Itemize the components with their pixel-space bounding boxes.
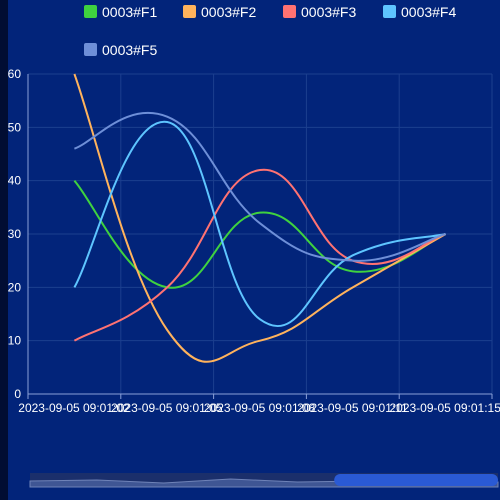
data-zoom-selected-range[interactable]: [334, 474, 498, 486]
legend-swatch: [183, 5, 196, 18]
x-tick-label: 2023-09-05 09:01:08: [204, 401, 316, 415]
x-tick-label: 2023-09-05 09:01:02: [18, 401, 130, 415]
legend[interactable]: 0003#F1 0003#F2 0003#F3 0003#F4 0003#F5: [84, 4, 456, 58]
y-tick-label: 60: [8, 67, 22, 81]
x-tick-label: 2023-09-05 09:01:05: [111, 401, 223, 415]
legend-swatch: [383, 5, 396, 18]
x-tick-label: 2023-09-05 09:01:11: [297, 401, 408, 415]
legend-label: 0003#F5: [102, 42, 157, 58]
series-line-0003-F5[interactable]: [74, 111, 446, 262]
legend-swatch: [283, 5, 296, 18]
legend-item[interactable]: 0003#F2: [183, 4, 256, 20]
y-tick-label: 0: [14, 387, 21, 401]
series-line-0003-F3[interactable]: [73, 168, 446, 342]
y-tick-label: 20: [8, 280, 22, 294]
left-edge-strip: [0, 0, 8, 500]
grid: [27, 73, 493, 395]
y-tick-label: 50: [8, 120, 22, 134]
y-tick-label: 10: [8, 334, 22, 348]
series-line-0003-F4[interactable]: [73, 120, 446, 328]
legend-item[interactable]: 0003#F5: [84, 42, 157, 58]
legend-label: 0003#F4: [401, 4, 456, 20]
legend-label: 0003#F3: [301, 4, 356, 20]
legend-label: 0003#F2: [201, 4, 256, 20]
series-line-0003-F1[interactable]: [73, 180, 446, 289]
legend-item[interactable]: 0003#F3: [283, 4, 356, 20]
x-tick-label: 2023-09-05 09:01:15: [389, 401, 500, 415]
data-zoom[interactable]: [29, 473, 499, 488]
legend-label: 0003#F1: [102, 4, 157, 20]
y-tick-label: 30: [8, 227, 22, 241]
series-layer: [73, 73, 447, 363]
y-tick-label: 40: [8, 174, 22, 188]
legend-item[interactable]: 0003#F4: [383, 4, 456, 20]
legend-swatch: [84, 5, 97, 18]
legend-item[interactable]: 0003#F1: [84, 4, 157, 20]
series-line-0003-F2[interactable]: [73, 73, 447, 363]
legend-swatch: [84, 43, 97, 56]
